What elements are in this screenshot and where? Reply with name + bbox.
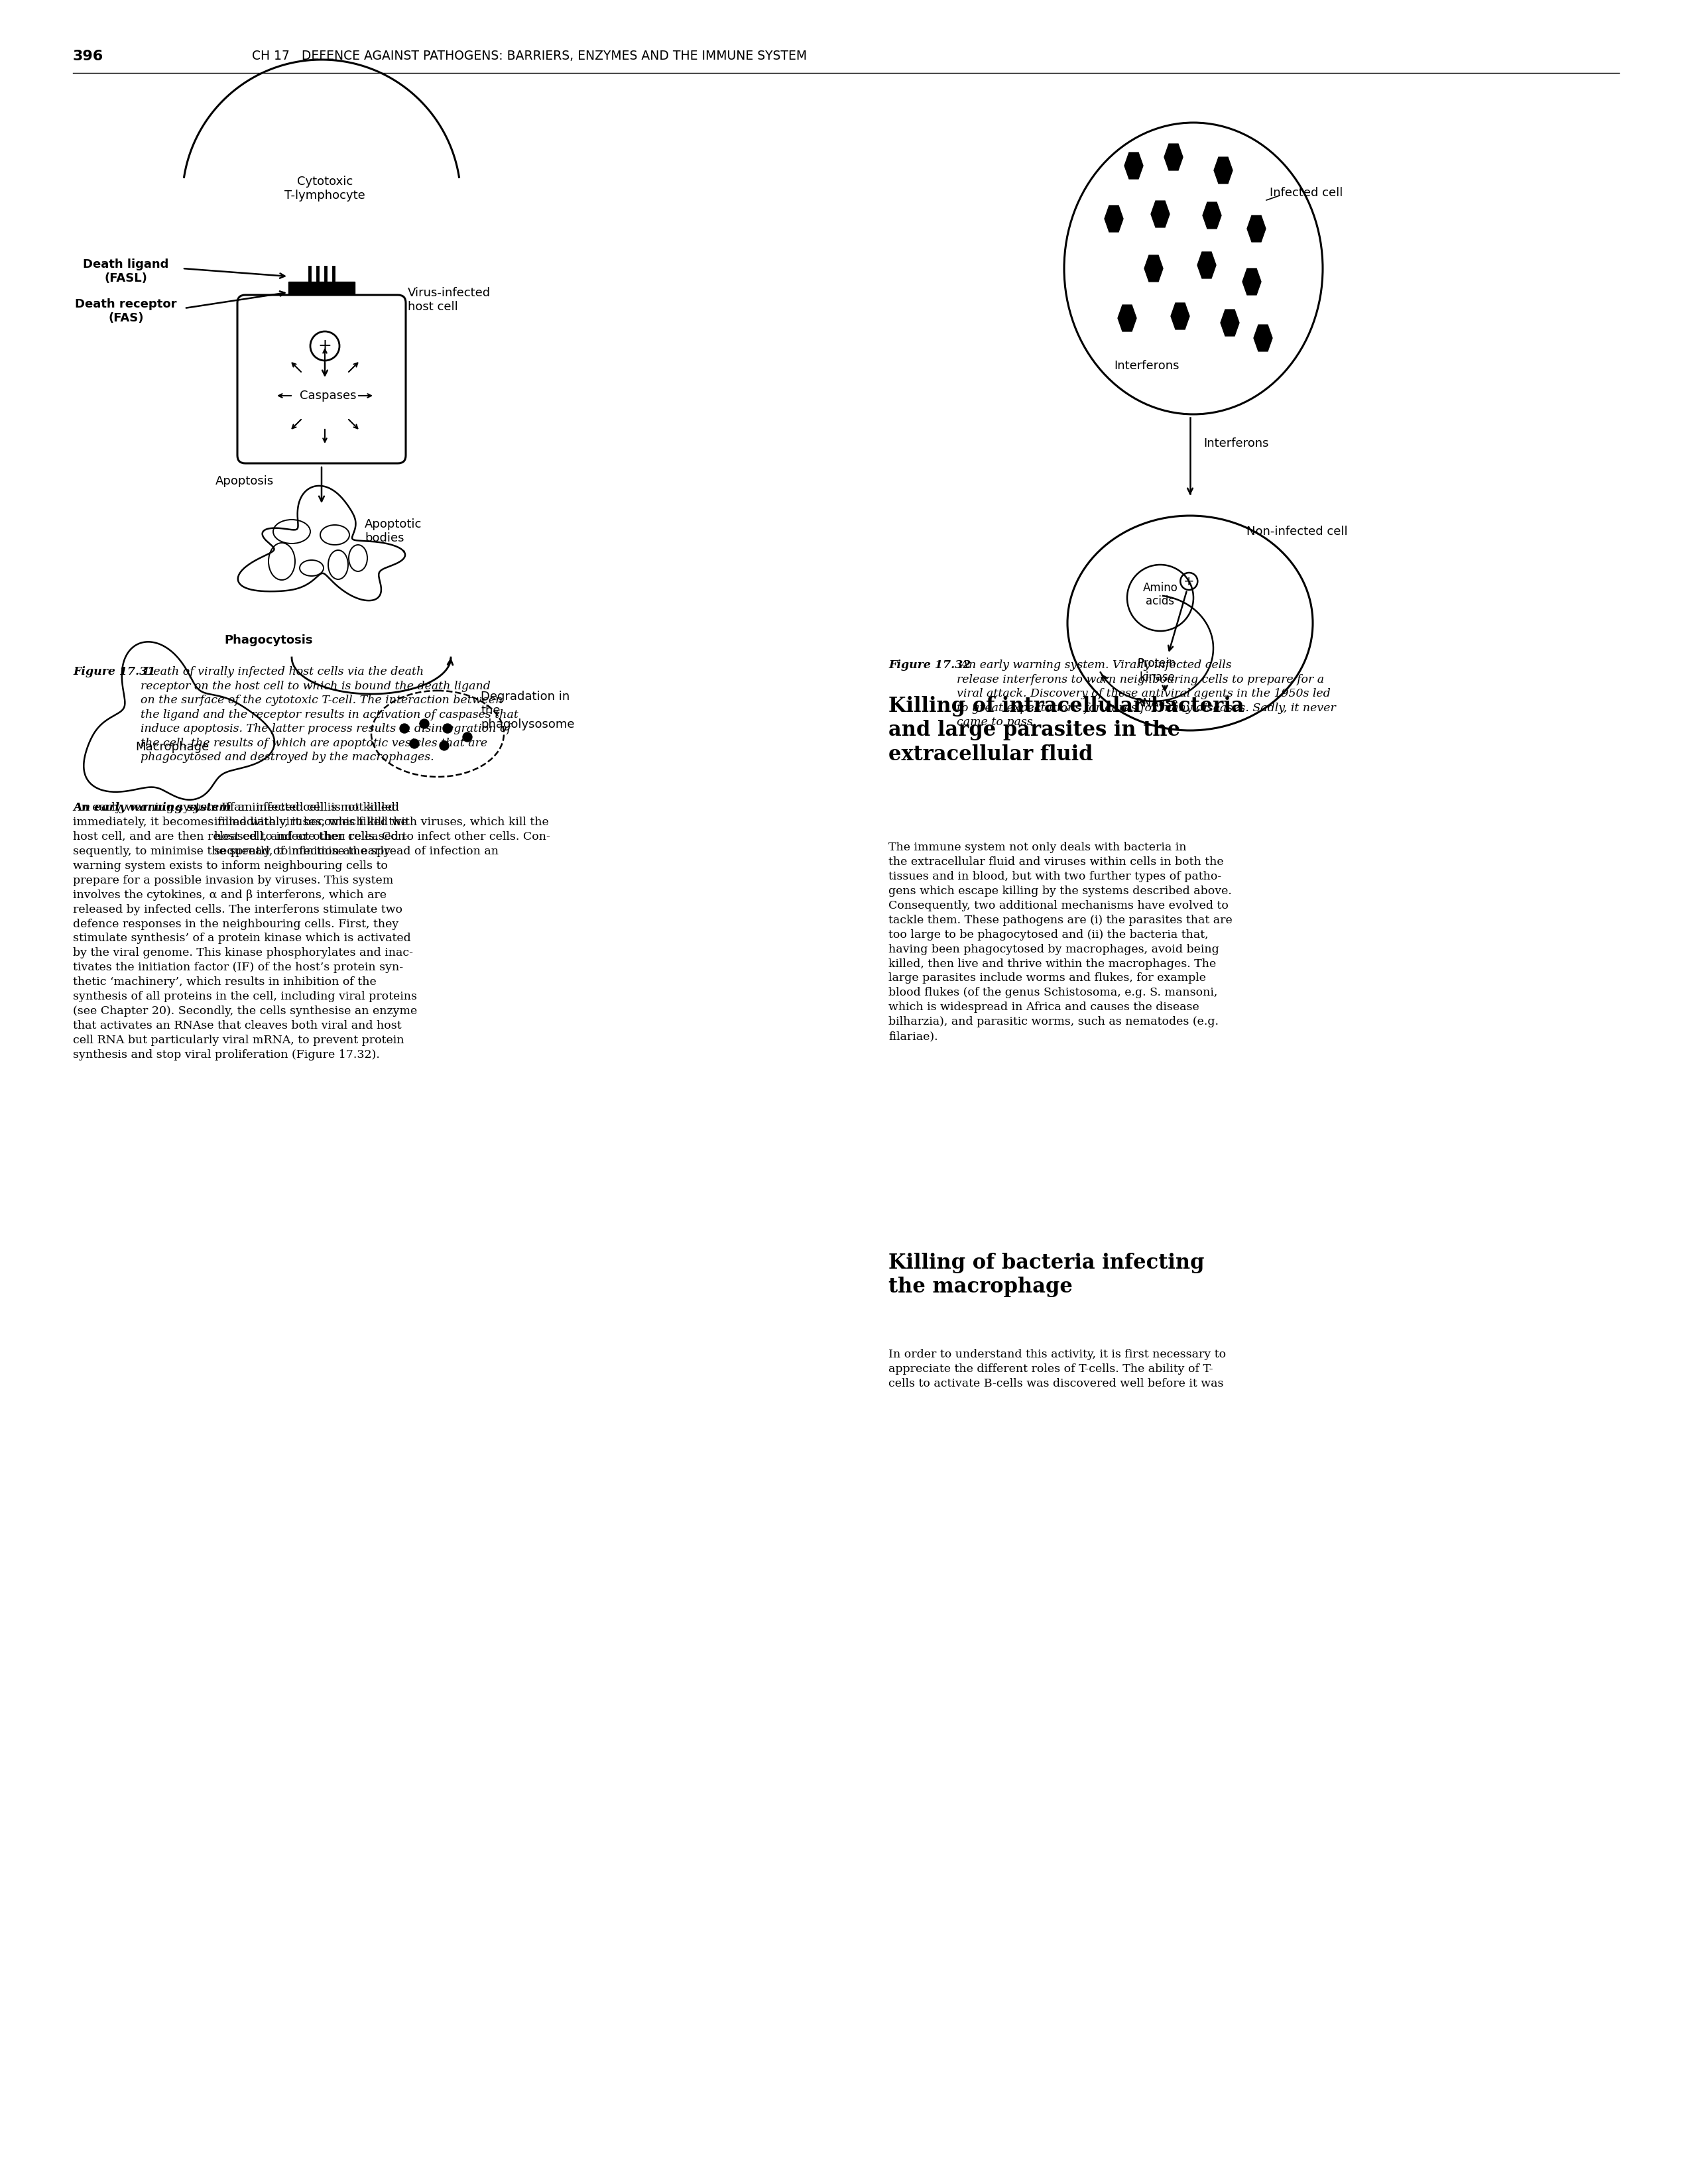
Polygon shape xyxy=(1254,325,1272,352)
Circle shape xyxy=(409,738,420,749)
Text: Killing of intracellular bacteria
and large parasites in the
extracellular fluid: Killing of intracellular bacteria and la… xyxy=(888,697,1244,764)
Text: In order to understand this activity, it is first necessary to
appreciate the di: In order to understand this activity, it… xyxy=(888,1350,1227,1389)
Text: Apoptosis: Apoptosis xyxy=(215,476,274,487)
Text: Killing of bacteria infecting
the macrophage: Killing of bacteria infecting the macrop… xyxy=(888,1254,1205,1297)
Text: An early warning system: An early warning system xyxy=(73,802,232,812)
Text: The immune system not only deals with bacteria in
the extracellular fluid and vi: The immune system not only deals with ba… xyxy=(888,841,1232,1042)
Text: Death of virally infected host cells via the death
receptor on the host cell to : Death of virally infected host cells via… xyxy=(140,666,518,762)
Text: Figure 17.31: Figure 17.31 xyxy=(73,666,156,677)
Circle shape xyxy=(399,723,409,734)
Text: Non-infected cell: Non-infected cell xyxy=(1247,526,1347,537)
Text: Macrophage: Macrophage xyxy=(135,740,210,753)
Text: CH 17   DEFENCE AGAINST PATHOGENS: BARRIERS, ENZYMES AND THE IMMUNE SYSTEM: CH 17 DEFENCE AGAINST PATHOGENS: BARRIER… xyxy=(252,50,807,63)
Polygon shape xyxy=(1242,269,1261,295)
Text: Death receptor
(FAS): Death receptor (FAS) xyxy=(74,299,178,323)
Text: Infected cell: Infected cell xyxy=(1269,188,1343,199)
Polygon shape xyxy=(1164,144,1183,170)
Polygon shape xyxy=(1198,251,1217,277)
Polygon shape xyxy=(1220,310,1239,336)
Text: Apoptotic
bodies: Apoptotic bodies xyxy=(365,518,421,544)
Text: 396: 396 xyxy=(73,50,103,63)
Circle shape xyxy=(420,719,430,729)
Circle shape xyxy=(440,740,448,751)
Text: An early warning system  If an infected cell is not killed
immediately, it becom: An early warning system If an infected c… xyxy=(73,802,418,1061)
Polygon shape xyxy=(1171,304,1189,330)
Text: Degradation in
the
phagolysosome: Degradation in the phagolysosome xyxy=(481,690,575,729)
Text: An early warning system. Virally infected cells
release interferons to warn neig: An early warning system. Virally infecte… xyxy=(956,660,1335,727)
FancyBboxPatch shape xyxy=(288,282,355,304)
Text: +: + xyxy=(318,339,332,354)
Polygon shape xyxy=(1203,203,1222,229)
Polygon shape xyxy=(1151,201,1169,227)
Text: Interferons: Interferons xyxy=(1115,360,1179,371)
Text: Cytotoxic
T-lymphocyte: Cytotoxic T-lymphocyte xyxy=(284,175,365,201)
Polygon shape xyxy=(1247,216,1266,242)
FancyBboxPatch shape xyxy=(237,295,406,463)
Circle shape xyxy=(443,723,452,734)
Polygon shape xyxy=(1105,205,1123,232)
Text: Caspases: Caspases xyxy=(299,389,357,402)
Text: Virus-infected
host cell: Virus-infected host cell xyxy=(408,286,491,312)
Text: Amino
acids: Amino acids xyxy=(1142,581,1178,607)
Text: Protein
kinase: Protein kinase xyxy=(1137,657,1176,684)
Circle shape xyxy=(464,732,472,743)
Text: RNAase: RNAase xyxy=(1135,697,1178,710)
Polygon shape xyxy=(1125,153,1144,179)
Text: Death ligand
(FASL): Death ligand (FASL) xyxy=(83,258,169,284)
Polygon shape xyxy=(1213,157,1232,183)
Polygon shape xyxy=(1144,256,1162,282)
Text: +: + xyxy=(1183,574,1195,587)
Text: Phagocytosis: Phagocytosis xyxy=(225,633,313,646)
Text: Interferons: Interferons xyxy=(1203,437,1269,450)
Polygon shape xyxy=(1118,306,1137,332)
Text: If an infected cell is not killed
immediately, it becomes filled with viruses, w: If an infected cell is not killed immedi… xyxy=(215,802,550,856)
Text: Figure 17.32: Figure 17.32 xyxy=(888,660,971,670)
